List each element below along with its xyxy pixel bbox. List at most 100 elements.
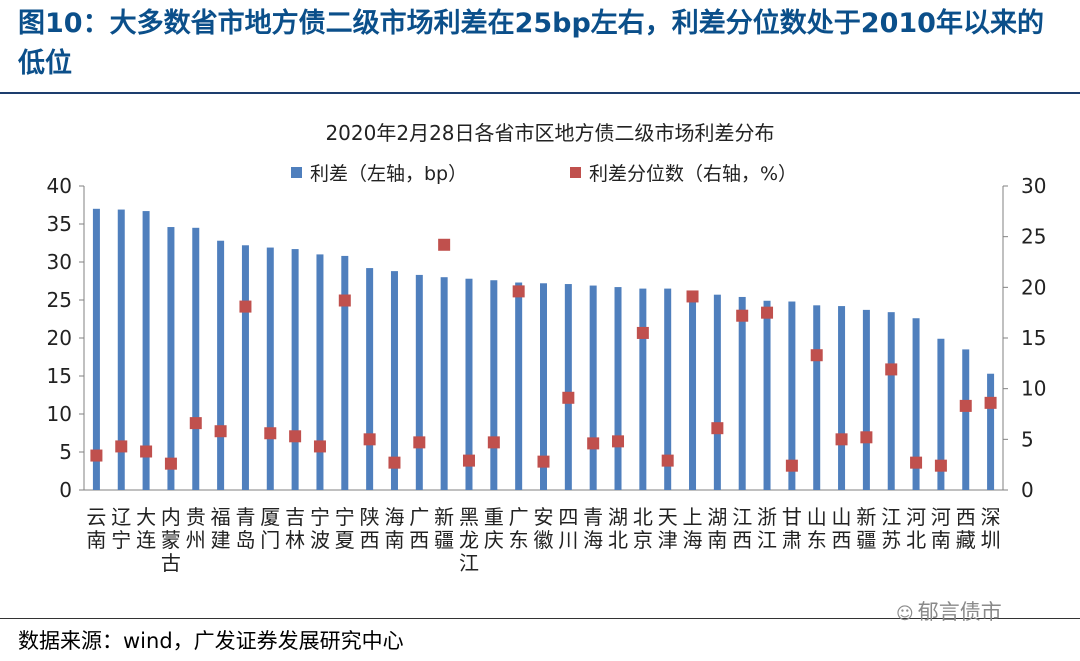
x-tick-label: 厦门	[260, 505, 280, 552]
percentile-marker	[289, 430, 302, 443]
bar	[167, 227, 175, 491]
percentile-marker	[388, 456, 401, 469]
percentile-marker	[115, 440, 128, 453]
legend: 利差（左轴，bp） 利差分位数（右轴，%）	[291, 163, 797, 185]
x-tick-label: 广东	[509, 505, 529, 552]
percentile-marker	[140, 445, 153, 458]
x-tick-label: 陕西	[360, 505, 380, 552]
x-tick-label: 内蒙古	[161, 505, 181, 575]
watermark-text: 郁言债市	[917, 600, 1002, 624]
x-tick-label: 深圳	[981, 505, 1001, 552]
x-tick-label: 河南	[931, 505, 951, 552]
percentile-marker	[90, 449, 103, 462]
x-tick-label: 黑龙江	[459, 505, 479, 575]
percentile-marker	[910, 456, 923, 469]
x-tick-label: 海南	[384, 505, 404, 552]
x-tick-label: 天津	[658, 505, 678, 552]
x-axis-labels: 云南辽宁大连内蒙古贵州福建青岛厦门吉林宁波宁夏陕西海南广西新疆黑龙江重庆广东安徽…	[86, 505, 1000, 575]
percentile-marker	[164, 457, 177, 470]
percentile-marker	[835, 433, 848, 446]
percentile-marker	[487, 436, 500, 449]
left-tick-label: 15	[47, 364, 72, 388]
bar	[689, 290, 697, 490]
right-tick-label: 20	[1021, 275, 1046, 299]
bar	[390, 271, 398, 490]
left-axis-ticks: 0 5 10 15 20 25 30 35 40	[47, 174, 84, 502]
bar	[440, 277, 448, 490]
bar	[540, 283, 547, 490]
x-tick-label: 吉林	[285, 505, 305, 552]
bar	[713, 294, 721, 490]
bar	[142, 211, 150, 490]
bar-series	[92, 208, 995, 491]
x-tick-label: 福建	[211, 505, 231, 552]
x-tick-label: 安徽	[534, 505, 554, 552]
bar	[987, 373, 995, 490]
bar	[862, 309, 870, 490]
x-tick-label: 上海	[683, 505, 703, 552]
percentile-marker	[711, 422, 724, 435]
percentile-marker	[264, 427, 277, 440]
legend-bar-label: 利差（左轴，bp）	[310, 163, 467, 185]
x-tick-label: 西藏	[956, 505, 976, 552]
right-tick-label: 5	[1021, 427, 1034, 451]
bar	[664, 288, 672, 490]
percentile-marker	[984, 396, 997, 409]
left-tick-label: 30	[47, 250, 72, 274]
footer-divider	[0, 618, 1080, 619]
bar	[962, 349, 970, 490]
figure-title: 图10：大多数省市地方债二级市场利差在25bp左右，利差分位数处于2010年以来…	[18, 8, 1044, 79]
left-tick-label: 20	[47, 326, 72, 350]
percentile-marker	[661, 454, 674, 467]
x-tick-label: 江西	[732, 505, 752, 552]
bar	[92, 208, 100, 491]
bar	[639, 288, 647, 490]
x-tick-label: 浙江	[757, 505, 777, 552]
x-tick-label: 四川	[558, 505, 578, 552]
x-tick-label: 新疆	[856, 505, 876, 552]
percentile-marker	[537, 455, 550, 468]
percentile-marker	[934, 459, 947, 472]
left-tick-label: 40	[47, 174, 72, 198]
percentile-marker	[313, 440, 326, 453]
bar	[813, 305, 821, 490]
bar	[341, 255, 349, 490]
percentile-marker	[810, 349, 823, 362]
bar	[887, 312, 895, 490]
bar	[738, 296, 746, 490]
percentile-marker	[438, 238, 451, 251]
percentile-marker	[338, 294, 351, 307]
percentile-marker	[562, 391, 575, 404]
bar	[366, 268, 374, 490]
marker-series	[90, 238, 997, 472]
right-tick-label: 25	[1021, 225, 1046, 249]
x-tick-label: 湖南	[707, 505, 727, 552]
legend-marker-swatch	[570, 167, 581, 178]
percentile-marker	[189, 417, 202, 430]
x-tick-label: 宁夏	[335, 505, 355, 552]
bar	[838, 306, 846, 490]
bar	[490, 280, 498, 490]
right-tick-label: 15	[1021, 326, 1046, 350]
bar	[192, 227, 200, 491]
bar	[614, 287, 622, 490]
bar	[266, 247, 274, 490]
percentile-marker	[761, 306, 774, 319]
x-tick-label: 贵州	[186, 505, 206, 552]
x-tick-label: 青岛	[235, 505, 255, 552]
x-tick-label: 大连	[136, 505, 156, 552]
bar	[217, 240, 225, 490]
x-tick-label: 湖北	[608, 505, 628, 552]
percentile-marker	[636, 326, 649, 339]
x-tick-label: 北京	[633, 505, 653, 552]
x-tick-label: 云南	[86, 505, 106, 552]
chart-title: 2020年2月28日各省市区地方债二级市场利差分布	[325, 121, 774, 145]
wechat-icon: ☺	[896, 604, 914, 624]
right-tick-label: 0	[1021, 478, 1034, 502]
bar	[316, 254, 324, 490]
left-tick-label: 0	[59, 478, 72, 502]
title-divider	[0, 92, 1080, 94]
bar	[912, 318, 920, 490]
bar	[515, 282, 523, 490]
